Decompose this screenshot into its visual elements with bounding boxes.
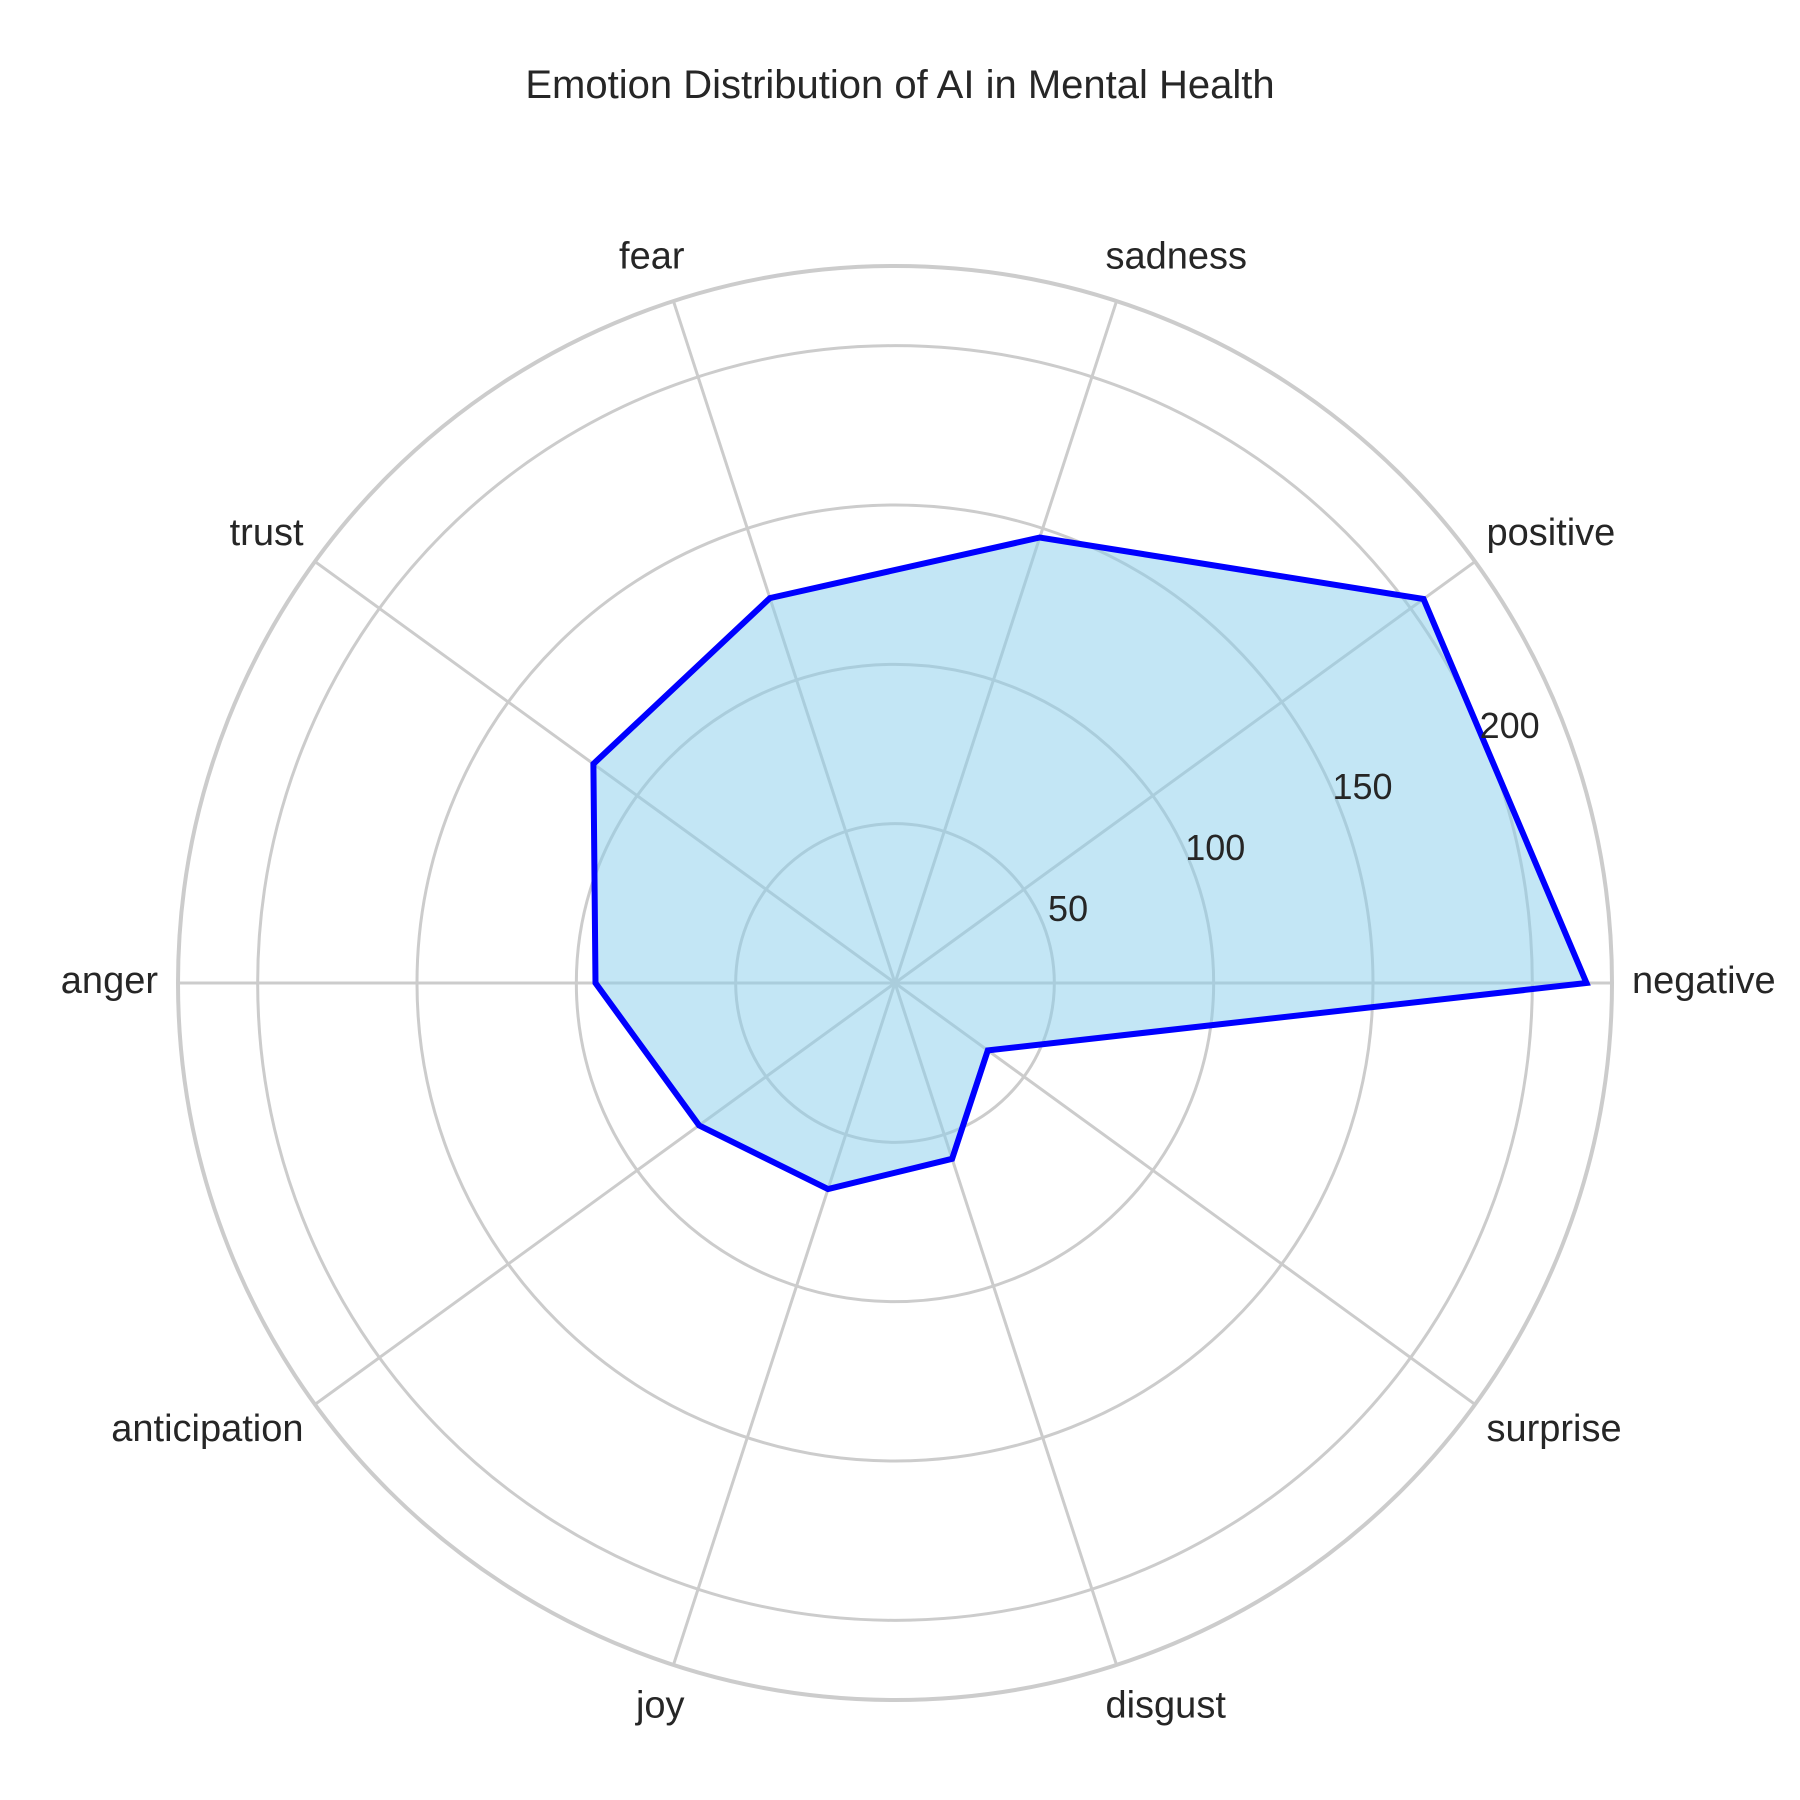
- category-label-disgust: disgust: [1105, 1685, 1226, 1727]
- category-label-positive: positive: [1486, 512, 1615, 554]
- radar-data: [590, 534, 1591, 1193]
- spoke-surprise: [894, 981, 1476, 1406]
- category-labels: negative positive sadness fear trust anger ant…: [61, 235, 1776, 1726]
- category-label-sadness: sadness: [1105, 235, 1247, 277]
- r-tick-label: 100: [1185, 827, 1245, 868]
- category-label-fear: fear: [619, 235, 685, 277]
- category-label-trust: trust: [230, 512, 304, 554]
- series-area: [593, 537, 1587, 1190]
- category-label-anger: anger: [61, 960, 159, 1002]
- r-tick-label: 50: [1048, 888, 1088, 929]
- category-label-surprise: surprise: [1486, 1408, 1621, 1450]
- category-label-joy: joy: [635, 1685, 685, 1727]
- category-label-anticipation: anticipation: [111, 1408, 303, 1450]
- r-tick-label: 150: [1332, 766, 1392, 807]
- chart-title: Emotion Distribution of AI in Mental Hea…: [525, 63, 1274, 107]
- r-tick-label: 200: [1480, 705, 1540, 746]
- radial-tick-labels: 50 100 150 200: [1048, 705, 1540, 929]
- category-label-negative: negative: [1632, 960, 1776, 1002]
- outer-boundary: [176, 264, 1614, 1702]
